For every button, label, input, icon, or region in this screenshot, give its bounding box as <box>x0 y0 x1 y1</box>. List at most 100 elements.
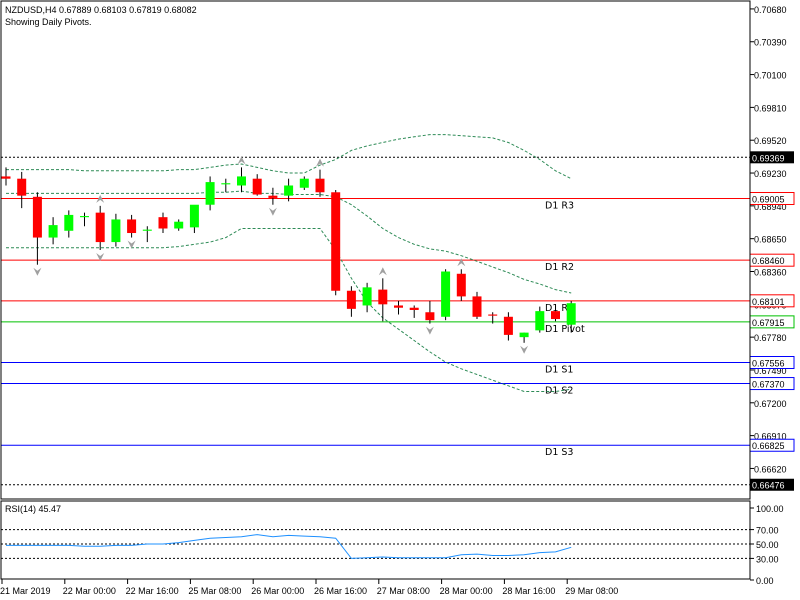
price-panel[interactable]: D1 R3 D1 R2 D1 R1 D1 Pivot D1 S1 D1 S2 D1 S3 N… <box>1 5 750 486</box>
bull-candle-body <box>362 287 372 306</box>
rsi-axis-label: 100.00 <box>756 504 784 514</box>
bull-candle-body <box>174 221 184 229</box>
bull-candle-body <box>519 332 529 338</box>
fractal-up-arrow-icon <box>96 194 105 203</box>
price-axis-label: 0.66620 <box>754 464 787 474</box>
bear-candle-body <box>315 178 325 193</box>
bear-candle-body <box>331 192 341 291</box>
bear-candle-body <box>503 316 513 335</box>
time-axis: 21 Mar 2019 22 Mar 00:00 22 Mar 16:00 25 Ma… <box>0 579 618 596</box>
fractal-down-arrow-icon <box>268 207 277 216</box>
price-panel-frame <box>0 0 751 500</box>
candle <box>346 286 356 317</box>
time-axis-label: 26 Mar 00:00 <box>251 586 304 596</box>
price-axis-label: 0.69230 <box>754 169 787 179</box>
candle <box>189 204 199 234</box>
candle <box>331 190 341 296</box>
bear-candle-body <box>456 273 466 297</box>
pivot-price-text-d1-r3: 0.69005 <box>752 195 785 205</box>
candle <box>519 332 529 343</box>
bull-candle-body <box>566 303 576 325</box>
bear-candle-body <box>158 217 168 229</box>
candle <box>268 187 278 205</box>
pivot-label-d1-r3: D1 R3 <box>545 201 574 212</box>
candle <box>17 171 27 209</box>
candle <box>252 174 262 196</box>
price-axis-label: 0.68940 <box>754 202 787 212</box>
time-axis-label: 21 Mar 2019 <box>0 586 51 596</box>
price-axis[interactable]: 0.70680 0.70390 0.70100 0.69810 0.69520 0.692… <box>750 5 787 475</box>
candle <box>551 305 560 322</box>
pivot-label-d1-s2: D1 S2 <box>545 386 573 397</box>
candle <box>95 205 105 250</box>
candle <box>32 192 42 265</box>
candle <box>1 167 11 186</box>
price-axis-label: 0.67200 <box>754 399 787 409</box>
dotted-level-text: 0.66476 <box>752 481 785 491</box>
pivot-price-text-d1-pivot: 0.67915 <box>752 318 785 328</box>
bull-candle-body <box>221 183 231 185</box>
candle <box>456 269 466 301</box>
candle <box>48 217 58 245</box>
bear-candle-body <box>488 314 498 316</box>
time-axis-label: 25 Mar 08:00 <box>188 586 241 596</box>
candlesticks <box>1 167 576 343</box>
rsi-axis-label: 70.00 <box>756 526 779 536</box>
fractal-down-arrow-icon <box>520 345 529 354</box>
fractal-up-arrow-icon <box>237 156 246 165</box>
price-axis-label: 0.67780 <box>754 333 787 343</box>
candle <box>64 210 74 238</box>
bull-candle-body <box>80 216 89 218</box>
rsi-level-lines <box>1 529 750 559</box>
rsi-panel[interactable]: RSI(14) 45.47 <box>1 504 750 559</box>
candle <box>205 176 215 211</box>
price-axis-label: 0.70680 <box>754 5 787 15</box>
candle <box>378 278 388 322</box>
candle <box>284 178 294 202</box>
bear-candle-body <box>346 290 356 309</box>
price-axis-label: 0.66910 <box>754 432 787 442</box>
rsi-label: RSI(14) 45.47 <box>5 504 61 514</box>
time-axis-label: 27 Mar 08:00 <box>377 586 430 596</box>
bull-candle-body <box>284 185 294 196</box>
symbol-info-text: NZDUSD,H4 0.67889 0.68103 0.67819 0.6808… <box>5 5 197 15</box>
candle <box>221 178 231 193</box>
fractal-down-arrow-icon <box>33 267 42 276</box>
pivot-price-text-d1-r1: 0.68101 <box>752 297 785 307</box>
price-axis-label: 0.69520 <box>754 136 787 146</box>
candle <box>174 219 184 231</box>
price-axis-label: 0.69810 <box>754 103 787 113</box>
price-axis-label: 0.70100 <box>754 71 787 81</box>
pivot-price-text-d1-s3: 0.66825 <box>752 441 785 451</box>
level-price-tags: 0.69005 0.68460 0.68101 0.67915 0.67556 0.673… <box>749 151 795 491</box>
rsi-line <box>6 534 572 559</box>
candle <box>315 169 325 197</box>
pivot-label-d1-s1: D1 S1 <box>545 365 573 376</box>
rsi-axis-label: 30.00 <box>756 554 779 564</box>
candle <box>111 213 121 247</box>
bear-candle-body <box>409 307 419 310</box>
candle <box>535 306 545 333</box>
bull-candle-body <box>111 219 121 243</box>
pivot-label-d1-r2: D1 R2 <box>545 262 574 273</box>
fractal-up-arrow-icon <box>457 258 466 267</box>
bear-candle-body <box>394 305 403 308</box>
candle <box>425 300 435 324</box>
candle <box>409 305 419 318</box>
rsi-axis: 100.00 70.00 50.00 30.00 0.00 <box>750 504 784 586</box>
candle <box>488 312 498 324</box>
candle <box>237 167 246 193</box>
rsi-axis-label: 0.00 <box>756 576 774 586</box>
dotted-level-tag <box>750 151 794 164</box>
time-axis-label: 26 Mar 16:00 <box>314 586 367 596</box>
bear-candle-body <box>551 311 560 320</box>
time-axis-label: 22 Mar 16:00 <box>126 586 179 596</box>
candle <box>80 212 89 227</box>
bull-candle-body <box>237 176 246 186</box>
candle <box>566 300 576 333</box>
pivot-price-text-d1-s1: 0.67556 <box>752 359 785 369</box>
fractal-down-arrow-icon <box>96 253 105 261</box>
candle <box>299 176 309 191</box>
